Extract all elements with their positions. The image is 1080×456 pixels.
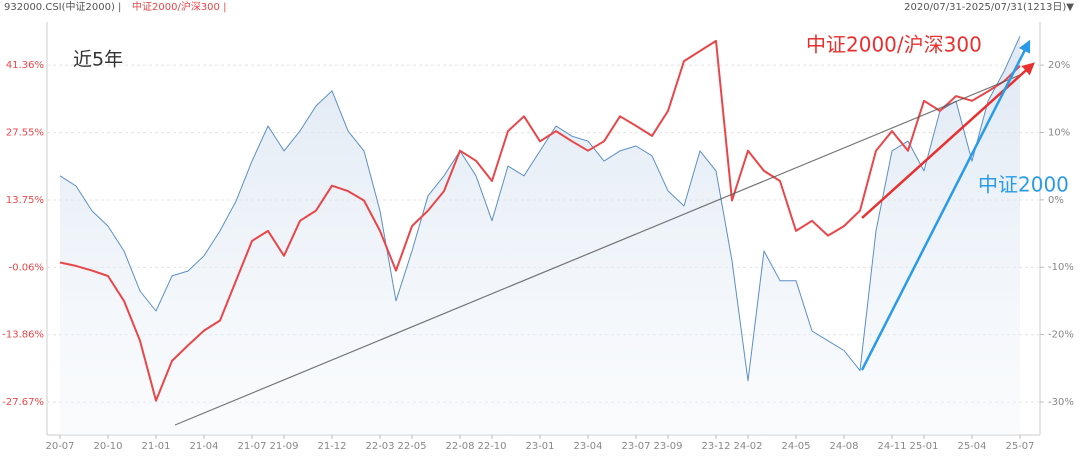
x-tick-label: 24-02	[733, 441, 762, 452]
header-code: 932000.CSI(中证2000) |	[4, 0, 121, 13]
y2-tick-label: 10%	[1048, 127, 1070, 138]
y-tick-label: 27.55%	[6, 128, 44, 139]
area	[60, 36, 1020, 435]
annotation-ratio: 中证2000/沪深300	[806, 33, 982, 57]
x-tick-label: 25-07	[1005, 441, 1034, 452]
y2-tick-label: -30%	[1048, 397, 1074, 408]
x-tick-label: 22-05	[397, 441, 426, 452]
x-tick-label: 21-12	[317, 441, 346, 452]
x-tick-label: 22-08	[445, 441, 474, 452]
x-tick-label: 25-01	[909, 441, 938, 452]
x-tick-label: 24-11	[877, 441, 906, 452]
x-tick-label: 22-10	[477, 441, 506, 452]
y-tick-label: -13.86%	[2, 330, 44, 341]
x-tick-label: 23-12	[701, 441, 730, 452]
y2-tick-label: -20%	[1048, 330, 1074, 341]
y-tick-label: 41.36%	[6, 60, 44, 71]
x-tick-label: 20-07	[45, 441, 74, 452]
y2-tick-label: 20%	[1048, 60, 1070, 71]
x-tick-label: 24-05	[781, 441, 810, 452]
y2-tick-label: 0%	[1048, 195, 1064, 206]
y2-tick-label: -10%	[1048, 262, 1074, 273]
series-line	[59, 35, 1021, 382]
y-tick-label: -0.06%	[9, 262, 44, 273]
annotation-index: 中证2000	[978, 173, 1069, 197]
x-tick-label: 21-09	[269, 441, 298, 452]
x-tick-label: 23-09	[653, 441, 682, 452]
x-tick-label: 23-01	[525, 441, 554, 452]
period-label: 近5年	[73, 49, 123, 71]
x-tick-label: 23-07	[621, 441, 650, 452]
x-tick-label: 21-07	[237, 441, 266, 452]
series-line	[59, 39, 1021, 402]
x-tick-label: 25-04	[957, 441, 986, 452]
header-ratio: 中证2000/沪深300 |	[132, 0, 226, 13]
x-tick-label: 20-10	[93, 441, 122, 452]
x-tick-label: 24-08	[829, 441, 858, 452]
trend-arrow-blue	[860, 39, 1031, 371]
x-tick-label: 21-01	[141, 441, 170, 452]
trend-line	[174, 74, 1021, 426]
y-tick-label: -27.67%	[2, 397, 44, 408]
x-tick-label: 22-03	[365, 441, 394, 452]
x-tick-label: 21-04	[189, 441, 218, 452]
y-tick-label: 13.75%	[6, 195, 44, 206]
x-tick-label: 23-04	[573, 441, 602, 452]
date-range[interactable]: 2020/07/31-2025/07/31(1213日)▼	[904, 2, 1074, 13]
